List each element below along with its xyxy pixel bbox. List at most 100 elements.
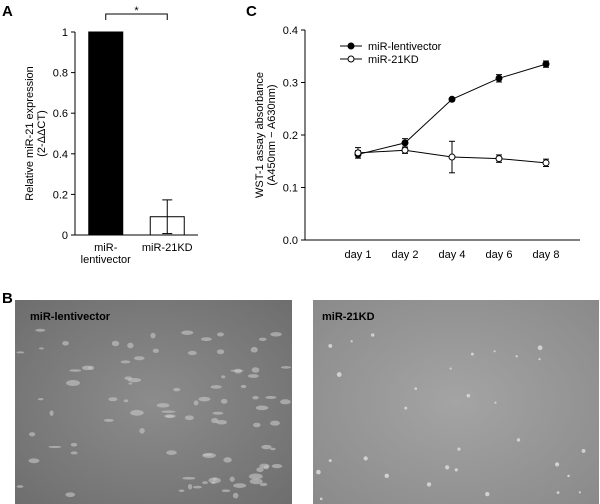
cell xyxy=(130,409,144,416)
cell xyxy=(280,366,292,369)
cell xyxy=(556,491,560,495)
cell xyxy=(270,332,282,337)
cell xyxy=(470,352,474,356)
cell xyxy=(232,492,239,499)
cell xyxy=(250,346,258,353)
cell xyxy=(538,358,541,361)
cell xyxy=(454,468,458,472)
cell xyxy=(181,330,194,335)
cell xyxy=(182,476,196,480)
legend-marker xyxy=(347,42,355,50)
image-label: miR-lentivector xyxy=(30,311,111,323)
cell xyxy=(328,343,333,348)
cell xyxy=(485,491,490,497)
x-tick-label: miR-21KD xyxy=(142,242,193,254)
cell xyxy=(253,422,261,428)
cell xyxy=(202,453,213,456)
x-tick-label-line: miR- xyxy=(94,242,118,254)
cell xyxy=(220,398,228,404)
cell xyxy=(216,420,228,425)
legend-marker xyxy=(347,55,355,63)
cell xyxy=(173,387,181,392)
cell xyxy=(363,456,368,461)
cell xyxy=(65,492,76,498)
cell xyxy=(221,375,226,379)
legend-label: miR-21KD xyxy=(368,54,419,66)
cell xyxy=(555,462,560,467)
y-tick-label: 0.8 xyxy=(53,68,68,80)
cell xyxy=(280,399,291,405)
cell xyxy=(128,382,133,385)
cell xyxy=(371,333,375,337)
cell xyxy=(39,347,44,350)
y-tick-label: 0.6 xyxy=(53,108,68,120)
cell xyxy=(62,340,69,346)
bar xyxy=(88,31,124,236)
cell xyxy=(240,384,247,389)
cell xyxy=(133,356,145,361)
cell xyxy=(70,451,78,455)
cell xyxy=(161,410,176,413)
x-tick-label: day 4 xyxy=(439,249,466,261)
cell xyxy=(249,478,263,485)
cell xyxy=(152,348,159,353)
cell xyxy=(210,385,222,389)
cell xyxy=(328,459,332,463)
cell xyxy=(261,444,272,450)
cell xyxy=(124,376,133,381)
cell xyxy=(270,447,276,451)
cell xyxy=(198,396,211,402)
cell xyxy=(271,464,283,469)
cell xyxy=(319,497,323,501)
y-tick-label: 0.4 xyxy=(53,149,68,161)
cell xyxy=(48,445,62,449)
cell xyxy=(81,365,93,371)
cell xyxy=(581,449,586,453)
cell xyxy=(166,450,177,455)
cell xyxy=(259,482,268,487)
cell xyxy=(256,467,264,473)
y-tick-label: 0.2 xyxy=(53,189,68,201)
cell xyxy=(230,369,244,372)
x-tick-label: miR-lentivector xyxy=(81,242,131,266)
cell xyxy=(49,410,54,417)
y-axis-label: Relative miR-21 expression xyxy=(24,66,36,201)
image-label: miR-21KD xyxy=(322,311,375,323)
cell xyxy=(216,332,224,337)
x-tick-label: day 8 xyxy=(533,249,560,261)
marker xyxy=(542,159,550,167)
marker xyxy=(448,153,456,161)
cell xyxy=(212,411,224,415)
cell xyxy=(216,349,225,355)
cell xyxy=(350,340,353,343)
cell xyxy=(270,420,280,426)
marker xyxy=(401,139,409,147)
cell xyxy=(139,427,145,434)
cell xyxy=(255,405,269,411)
y-tick-label: 0.0 xyxy=(283,235,298,247)
cell xyxy=(127,342,134,349)
cell xyxy=(156,403,170,408)
cell xyxy=(37,398,44,401)
marker xyxy=(495,155,503,163)
marker xyxy=(542,60,550,68)
cell xyxy=(103,418,114,422)
y-tick-label: 0.3 xyxy=(283,78,298,90)
micrograph xyxy=(15,300,292,504)
cell xyxy=(202,481,208,485)
cell xyxy=(336,372,342,377)
y-axis-label: (A450nm − A630nm) xyxy=(266,84,278,185)
cell xyxy=(251,367,260,373)
cell xyxy=(66,380,80,386)
cell xyxy=(578,491,581,494)
cell xyxy=(187,483,193,490)
marker xyxy=(448,95,456,103)
y-axis-label: WST-1 assay absorbance xyxy=(254,72,266,198)
cell xyxy=(208,477,221,484)
cell xyxy=(247,374,259,378)
cell xyxy=(120,360,131,364)
x-tick-label: day 6 xyxy=(486,249,513,261)
y-tick-label: 0.4 xyxy=(283,25,298,37)
cell xyxy=(69,369,82,372)
cell xyxy=(35,328,46,332)
